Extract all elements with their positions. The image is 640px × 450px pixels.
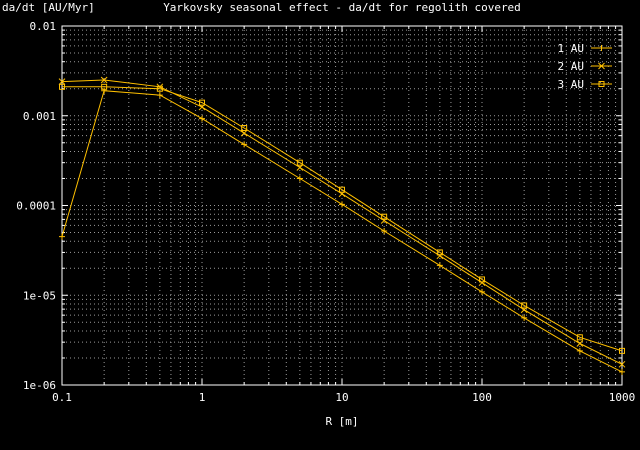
data-point-3-au (576, 334, 583, 341)
x-tick-label: 10 (335, 391, 348, 404)
data-point-1-au (101, 87, 108, 94)
data-point-2-au (100, 76, 108, 84)
x-tick-label: 1 (199, 391, 206, 404)
legend-label-2-au: 2 AU (558, 60, 585, 73)
series-3-au (59, 83, 625, 354)
y-tick-label: 0.0001 (16, 200, 56, 213)
legend-marker-1-au (598, 45, 605, 51)
data-point-1-au (156, 92, 163, 99)
data-point-3-au (521, 302, 528, 309)
data-point-3-au (381, 213, 388, 220)
chart-title: Yarkovsky seasonal effect - da/dt for re… (163, 1, 521, 14)
data-point-1-au (521, 314, 528, 321)
series-layer (58, 76, 626, 375)
data-point-2-au (58, 78, 66, 85)
y-axis-label: da/dt [AU/Myr] (2, 1, 95, 14)
data-point-3-au (339, 186, 345, 193)
data-point-3-au (241, 125, 248, 132)
data-point-1-au (241, 141, 248, 148)
x-tick-label: 1000 (609, 391, 636, 404)
legend-marker-3-au (598, 81, 605, 87)
legend-marker-2-au (598, 62, 605, 70)
y-tick-label: 0.001 (23, 110, 56, 123)
data-point-1-au (479, 288, 485, 295)
grid (62, 26, 622, 385)
legend-label-3-au: 3 AU (558, 78, 585, 91)
data-point-3-au (296, 159, 303, 166)
axis-ticks: 0.1 1 10 100 1000 1e-06 1e-05 0.0001 0.001 0.01 (16, 20, 635, 404)
x-tick-label: 0.1 (52, 391, 72, 404)
data-point-1-au (199, 115, 205, 122)
data-point-1-au (339, 201, 345, 208)
data-point-2-au (576, 340, 584, 347)
x-axis-label: R [m] (325, 415, 358, 428)
data-point-3-au (479, 276, 485, 283)
data-point-2-au (618, 360, 626, 368)
legend-label-1-au: 1 AU (558, 42, 585, 55)
data-point-3-au (101, 83, 108, 90)
data-point-3-au (156, 85, 163, 92)
data-point-2-au (240, 129, 248, 137)
data-point-3-au (199, 99, 205, 106)
data-point-3-au (436, 249, 443, 256)
legend: 1 AU 2 AU 3 AU (558, 42, 612, 91)
data-point-3-au (619, 347, 625, 354)
data-point-1-au (59, 233, 65, 240)
y-tick-label: 1e-05 (23, 289, 56, 302)
data-point-3-au (59, 83, 65, 90)
y-tick-label: 0.01 (30, 20, 57, 33)
data-point-1-au (436, 262, 443, 269)
y-tick-label: 1e-06 (23, 379, 56, 392)
data-point-1-au (619, 368, 625, 375)
data-point-1-au (296, 175, 303, 182)
x-tick-label: 100 (472, 391, 492, 404)
data-point-1-au (576, 347, 583, 354)
series-1-au (59, 87, 625, 375)
data-point-1-au (381, 227, 388, 234)
series-line-3-au (62, 86, 623, 352)
